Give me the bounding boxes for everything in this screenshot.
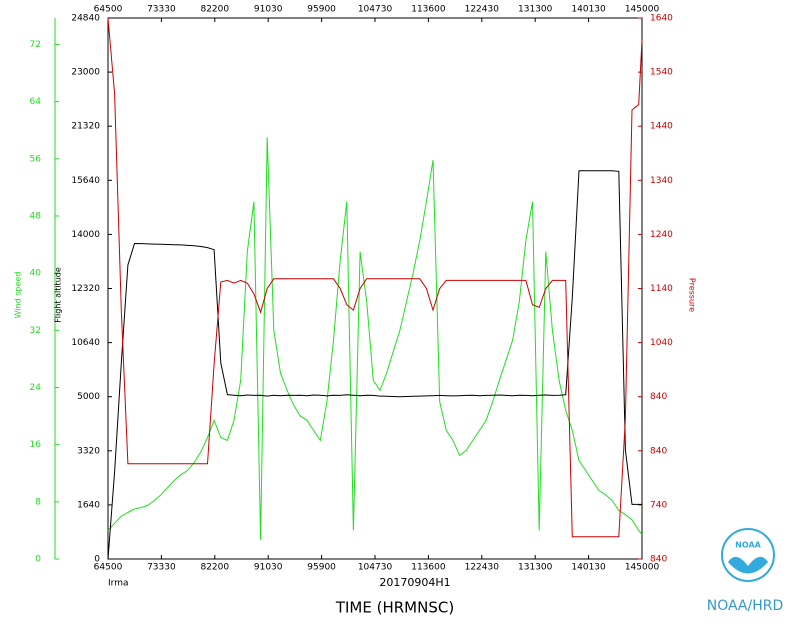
x-tick-label-top: 82200 bbox=[200, 5, 229, 15]
y-tick-label: 1340 bbox=[650, 176, 673, 186]
x-tick-label-top: 95900 bbox=[307, 5, 336, 15]
y-tick-label: 3320 bbox=[77, 446, 100, 456]
y-tick-label: 24 bbox=[30, 383, 42, 393]
logo-ring bbox=[721, 528, 775, 582]
y-tick-label: 8 bbox=[35, 497, 41, 507]
y-tick-label: 1140 bbox=[650, 284, 673, 294]
x-tick-label: 131300 bbox=[518, 563, 553, 573]
y-tick-label: 10640 bbox=[71, 338, 100, 348]
y-tick-label: 64 bbox=[30, 97, 42, 107]
x-tick-label: 140130 bbox=[571, 563, 606, 573]
y-tick-label: 1040 bbox=[650, 338, 673, 348]
y-tick-label: 48 bbox=[30, 211, 42, 221]
x-tick-label: 122430 bbox=[465, 563, 500, 573]
storm-name: Irma bbox=[108, 579, 128, 589]
y-tick-label: 0 bbox=[94, 555, 100, 565]
y-axis-title: Flight altitude bbox=[54, 267, 63, 323]
y-tick-label: 23000 bbox=[71, 68, 100, 78]
credit: NOAA/HRD bbox=[707, 598, 784, 614]
x-tick-label: 145000 bbox=[625, 563, 660, 573]
logo-text: NOAA bbox=[735, 541, 761, 550]
y-tick-label: 15640 bbox=[71, 176, 100, 186]
x-tick-label: 64500 bbox=[94, 563, 123, 573]
x-tick-label-top: 64500 bbox=[94, 5, 123, 15]
x-tick-label-top: 131300 bbox=[518, 5, 553, 15]
y-tick-label: 1240 bbox=[650, 230, 673, 240]
y-tick-label: 56 bbox=[30, 154, 42, 164]
x-tick-label-top: 73330 bbox=[147, 5, 176, 15]
x-tick-label: 91030 bbox=[254, 563, 283, 573]
y-tick-label: 1640 bbox=[650, 14, 673, 24]
x-tick-label: 95900 bbox=[307, 563, 336, 573]
noaa-logo: NOAA bbox=[721, 528, 775, 582]
y-tick-label: 740 bbox=[650, 500, 667, 510]
y-tick-label: 16 bbox=[30, 440, 42, 450]
y-tick-label: 5000 bbox=[77, 392, 100, 402]
x-tick-label-top: 104730 bbox=[358, 5, 393, 15]
x-tick-label: 113600 bbox=[411, 563, 446, 573]
series-line bbox=[107, 170, 642, 560]
y-tick-label: 840 bbox=[650, 555, 667, 565]
logo-bird bbox=[728, 556, 768, 574]
y-tick-label: 72 bbox=[30, 40, 41, 50]
y-axis-title: Pressure bbox=[688, 278, 697, 312]
y-tick-label: 14000 bbox=[71, 230, 100, 240]
x-tick-label: 73330 bbox=[147, 563, 176, 573]
y-axis-title: Wind speed bbox=[14, 272, 23, 319]
x-tick-label-top: 91030 bbox=[254, 5, 283, 15]
y-tick-label: 12320 bbox=[71, 284, 100, 294]
series-line bbox=[107, 17, 643, 538]
y-tick-label: 1540 bbox=[650, 68, 673, 78]
x-tick-label-top: 122430 bbox=[465, 5, 500, 15]
x-tick-label-top: 145000 bbox=[625, 5, 660, 15]
flight-id: 20170904H1 bbox=[379, 576, 450, 589]
y-tick-label: 1640 bbox=[77, 500, 100, 510]
y-tick-label: 32 bbox=[30, 326, 41, 336]
y-tick-label: 840 bbox=[650, 392, 667, 402]
y-tick-label: 24840 bbox=[71, 14, 100, 24]
x-tick-label: 82200 bbox=[200, 563, 229, 573]
x-tick-label: 104730 bbox=[358, 563, 393, 573]
x-axis-title: TIME (HRMNSC) bbox=[335, 599, 454, 617]
series-line bbox=[107, 137, 643, 540]
x-tick-label-top: 140130 bbox=[571, 5, 606, 15]
y-tick-label: 40 bbox=[30, 269, 42, 279]
x-tick-label-top: 113600 bbox=[411, 5, 446, 15]
y-tick-label: 0 bbox=[35, 555, 41, 565]
y-tick-label: 840 bbox=[650, 446, 667, 456]
y-tick-label: 21320 bbox=[71, 122, 100, 132]
y-tick-label: 1440 bbox=[650, 122, 673, 132]
